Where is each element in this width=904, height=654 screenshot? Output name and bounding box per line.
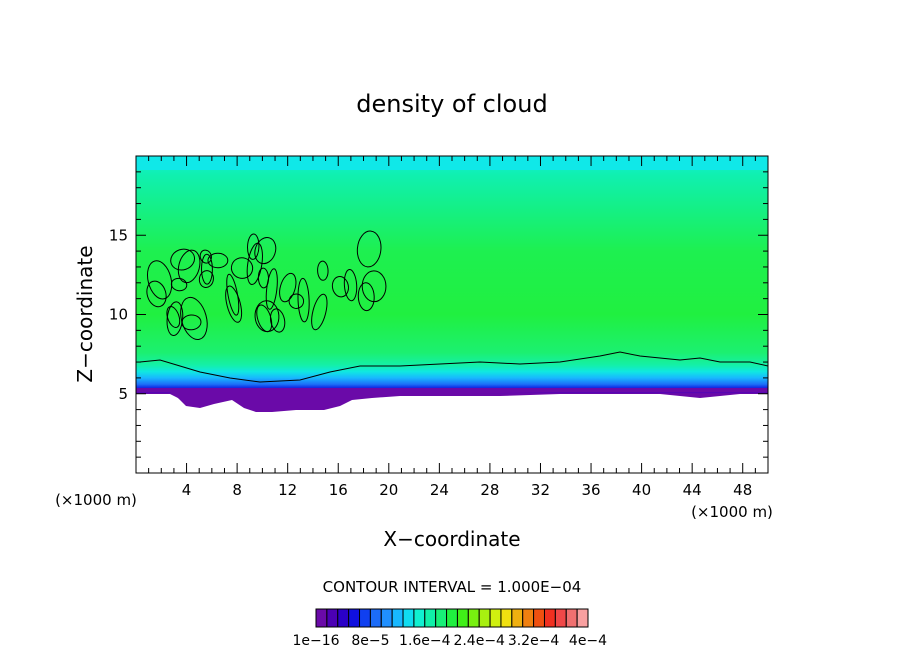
colorbar-swatch [348, 608, 361, 628]
colorbar-swatch [326, 608, 339, 628]
colorbar-swatch [413, 608, 426, 628]
colorbar-swatch [554, 608, 567, 628]
cloud-cell-contour [198, 270, 214, 288]
cloud-cell-contour [356, 230, 382, 268]
cloud-cell-contour [170, 277, 188, 292]
colorbar-swatch [576, 608, 589, 628]
y-tick-label: 10 [109, 306, 128, 324]
x-tick-label: 32 [531, 481, 550, 499]
colorbar-swatch [543, 608, 556, 628]
x-axis: 4 8 12 16 20 24 28 32 36 40 44 48 [148, 156, 756, 499]
cloud-base-contour [139, 351, 768, 383]
x-tick-label: 48 [733, 481, 752, 499]
colorbar-swatch [315, 608, 328, 628]
cloud-cell-contour [357, 282, 375, 312]
x-axis-label: X−coordinate [383, 527, 520, 551]
colorbar-swatch [565, 608, 578, 628]
colorbar-label: 1.6e−4 [399, 633, 451, 649]
contour-interval-label: CONTOUR INTERVAL = 1.000E−04 [323, 578, 582, 596]
cloud-cell-contour [317, 260, 329, 281]
cloud-cell-contour [199, 249, 212, 264]
cloud-cell-contours [146, 230, 387, 340]
cloud-cell-contour [230, 257, 254, 279]
y-axis-label: Z−coordinate [73, 245, 97, 382]
colorbar-swatch [337, 608, 350, 628]
x-tick-label: 12 [278, 481, 297, 499]
colorbar-swatch [380, 608, 393, 628]
x-tick-label: 28 [480, 481, 499, 499]
y-axis: 5 10 15 [109, 171, 768, 458]
cloud-base-purple-band [136, 388, 768, 410]
colorbar-swatch [424, 608, 437, 628]
colorbar-swatch [369, 608, 382, 628]
x-tick-label: 8 [232, 481, 242, 499]
cloud-base-empty-region [136, 394, 768, 473]
colorbar-swatch [478, 608, 491, 628]
x-unit-right: (×1000 m) [691, 503, 773, 521]
x-tick-label: 36 [581, 481, 600, 499]
colorbar [315, 608, 589, 628]
colorbar-swatch [435, 608, 448, 628]
cloud-cell-contour [146, 260, 173, 300]
x-tick-label: 4 [182, 481, 192, 499]
colorbar-swatch [446, 608, 458, 628]
cloud-cell-contour [181, 314, 202, 331]
cloud-cell-contour [225, 285, 243, 323]
colorbar-swatch [533, 608, 545, 628]
cloud-cell-contour [201, 253, 213, 285]
cloud-cell-contour [311, 293, 328, 331]
cloud-cell-contour [247, 233, 260, 260]
y-tick-label: 5 [118, 385, 128, 403]
colorbar-swatch [391, 608, 404, 628]
colorbar-label: 4e−4 [569, 633, 607, 649]
cloud-cell-contour [256, 304, 273, 333]
cloud-cell-contour [265, 268, 278, 310]
cloud-cell-contour [146, 280, 167, 308]
colorbar-label: 8e−5 [351, 633, 389, 649]
upper-cyan-band [136, 156, 768, 170]
cloud-cell-contour [331, 276, 349, 298]
cloud-cell-contour [361, 270, 387, 303]
y-tick-label: 15 [109, 226, 128, 244]
colorbar-swatch [500, 608, 513, 628]
cloud-cell-contour [170, 248, 196, 271]
cloud-cell-contour [297, 277, 310, 323]
colorbar-swatch [359, 608, 371, 628]
chart-title: density of cloud [356, 90, 547, 118]
x-tick-label: 24 [430, 481, 449, 499]
colorbar-label: 1e−16 [292, 633, 339, 649]
x-tick-label: 20 [379, 481, 398, 499]
colorbar-swatch [489, 608, 502, 628]
plot-area [136, 156, 768, 473]
cloud-cell-contour [166, 306, 181, 328]
cloud-cell-contour [269, 308, 286, 333]
colorbar-swatch [456, 608, 469, 628]
x-unit-left: (×1000 m) [55, 491, 137, 509]
colorbar-label: 3.2e−4 [508, 633, 560, 649]
colorbar-swatch [522, 608, 535, 628]
colorbar-swatch [402, 608, 415, 628]
x-tick-label: 16 [329, 481, 348, 499]
colorbar-swatch [511, 608, 524, 628]
colorbar-labels: 1e−16 8e−5 1.6e−4 2.4e−4 3.2e−4 4e−4 [292, 633, 607, 649]
x-tick-label: 44 [683, 481, 702, 499]
cloud-cell-contour [279, 272, 297, 303]
x-tick-label: 40 [632, 481, 651, 499]
cloud-cell-contour [177, 249, 201, 284]
colorbar-swatch [467, 608, 480, 628]
cloud-cell-contour [343, 269, 358, 302]
colorbar-label: 2.4e−4 [453, 633, 505, 649]
cloud-cell-contour [254, 237, 277, 265]
cloud-cell-contour [207, 252, 229, 269]
